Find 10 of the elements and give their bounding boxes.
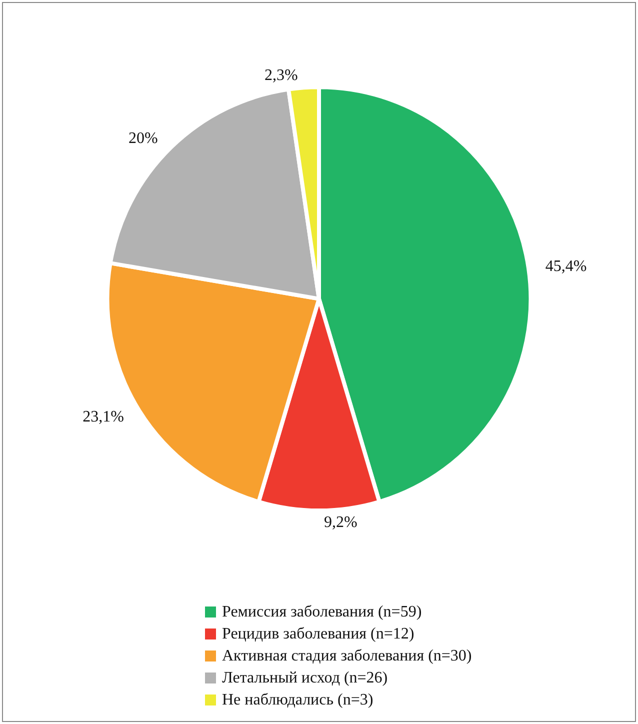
legend-label: Летальный исход (n=26) — [222, 670, 388, 686]
data-label: 20% — [128, 130, 158, 148]
data-label: 45,4% — [545, 258, 587, 276]
legend-label: Ремиссия заболевания (n=59) — [222, 604, 422, 620]
legend-label: Не наблюдались (n=3) — [222, 692, 374, 708]
data-label: 9,2% — [324, 514, 358, 532]
data-label: 2,3% — [264, 67, 298, 84]
legend-label: Активная стадия заболевания (n=30) — [222, 648, 472, 664]
data-label: 23,1% — [82, 408, 124, 426]
legend-label: Рецидив заболевания (n=12) — [222, 626, 414, 642]
